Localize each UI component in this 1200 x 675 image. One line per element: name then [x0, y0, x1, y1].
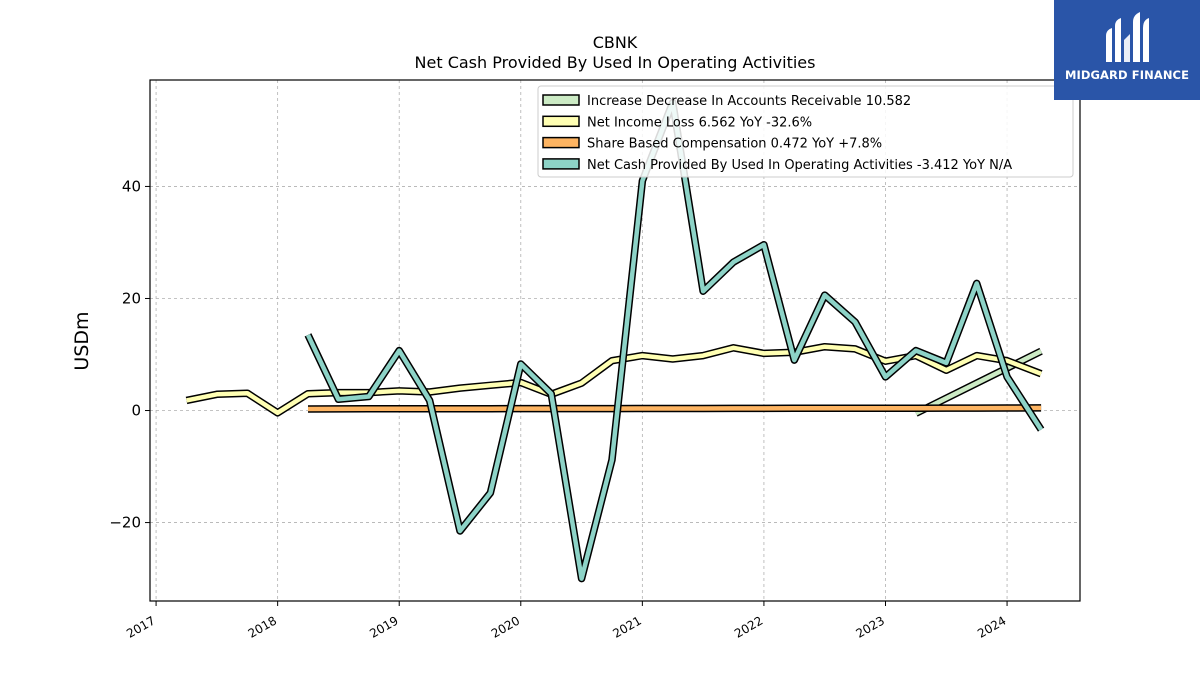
y-axis: −20 0 20 40 — [109, 177, 150, 532]
legend: Increase Decrease In Accounts Receivable… — [537, 85, 1074, 178]
x-tick-label: 2022 — [732, 613, 765, 640]
legend-swatch — [542, 115, 580, 128]
plot-frame — [149, 79, 1081, 602]
legend-entry: Net Income Loss 6.562 YoY -32.6% — [587, 115, 812, 130]
legend-entry: Net Cash Provided By Used In Operating A… — [587, 158, 1012, 173]
y-tick-label: 0 — [131, 402, 141, 420]
chart-subtitle: Net Cash Provided By Used In Operating A… — [415, 53, 816, 72]
series-line-1 — [186, 344, 1042, 416]
y-tick-label: 40 — [122, 177, 141, 195]
x-axis: 2017 2018 2019 2020 2021 2022 2023 2024 — [124, 601, 1009, 641]
x-tick-label: 2023 — [854, 613, 887, 640]
y-tick-label: −20 — [109, 514, 141, 532]
y-axis-label: USDm — [71, 311, 93, 370]
legend-entry: Increase Decrease In Accounts Receivable… — [587, 94, 911, 109]
x-tick-label: 2021 — [610, 613, 643, 640]
chart-title: CBNK — [593, 33, 638, 52]
brand-mark-icon — [1106, 12, 1149, 62]
legend-swatch — [542, 136, 580, 149]
legend-box — [537, 85, 1074, 178]
legend-entry: Share Based Compensation 0.472 YoY +7.8% — [587, 137, 882, 152]
brand-name: MIDGARD FINANCE — [1064, 68, 1190, 82]
y-tick-label: 20 — [122, 289, 141, 307]
legend-swatch — [542, 94, 580, 106]
series-line-2 — [307, 405, 1042, 412]
brand-logo: MIDGARD FINANCE — [1054, 0, 1200, 100]
x-tick-label: 2024 — [975, 613, 1008, 640]
x-tick-label: 2019 — [367, 613, 400, 640]
x-tick-label: 2017 — [124, 613, 157, 640]
x-tick-label: 2018 — [246, 613, 279, 640]
x-tick-label: 2020 — [489, 613, 522, 640]
legend-swatch — [542, 158, 580, 170]
series-line-0 — [914, 349, 1043, 416]
